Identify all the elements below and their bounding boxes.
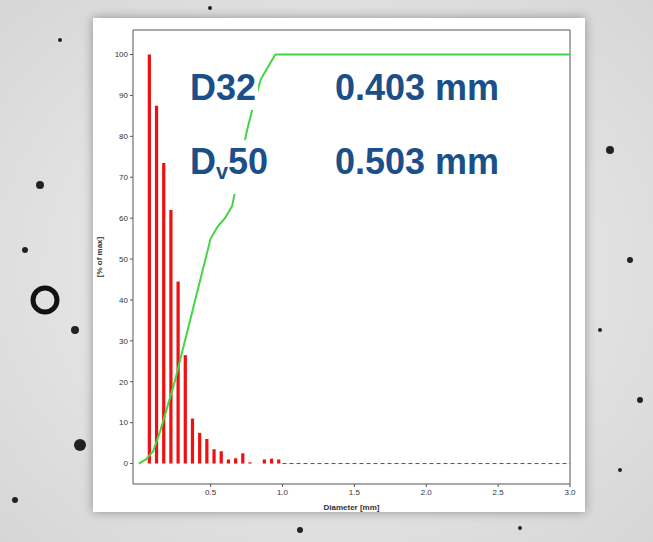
svg-text:0.5: 0.5 <box>205 488 217 497</box>
html-text:D32: D32 <box>190 67 256 108</box>
svg-text:40: 40 <box>119 296 128 305</box>
svg-text:60: 60 <box>119 214 128 223</box>
svg-text:90: 90 <box>119 91 128 100</box>
svg-text:3.0: 3.0 <box>564 488 576 497</box>
svg-text:1.5: 1.5 <box>349 488 361 497</box>
svg-text:[% of max]: [% of max] <box>95 236 104 277</box>
html-text:0.503 mm: 0.503 mm <box>335 141 500 182</box>
svg-text:30: 30 <box>119 337 128 346</box>
svg-text:0: 0 <box>124 459 129 468</box>
svg-text:50: 50 <box>119 255 128 264</box>
svg-text:2.5: 2.5 <box>493 488 505 497</box>
html-text:0.403 mm: 0.403 mm <box>335 67 500 108</box>
svg-text:1.0: 1.0 <box>277 488 289 497</box>
svg-text:10: 10 <box>119 418 128 427</box>
svg-text:100: 100 <box>115 50 129 59</box>
svg-text:2.0: 2.0 <box>421 488 433 497</box>
svg-text:Diameter [mm]: Diameter [mm] <box>323 503 379 512</box>
html-text:Dv50: Dv50 <box>190 141 269 185</box>
svg-text:70: 70 <box>119 173 128 182</box>
svg-text:20: 20 <box>119 378 128 387</box>
svg-text:80: 80 <box>119 132 128 141</box>
